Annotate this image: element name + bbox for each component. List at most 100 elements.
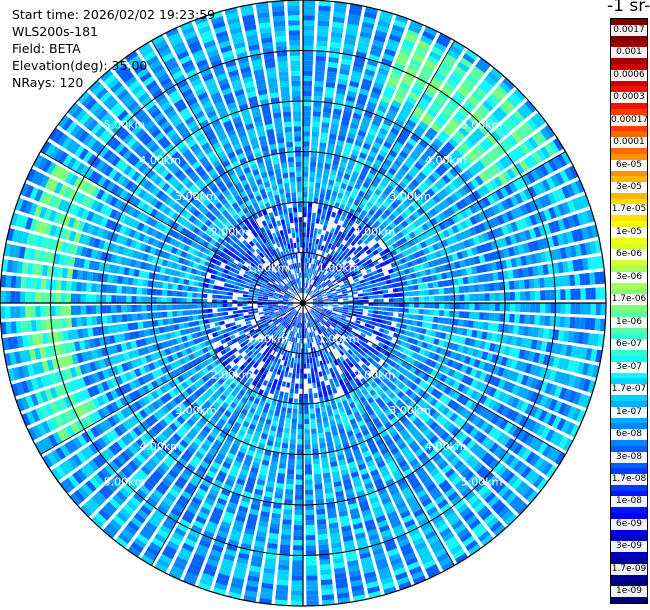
radial-bin bbox=[319, 339, 324, 345]
radial-bin bbox=[315, 377, 320, 383]
radial-bin bbox=[449, 334, 457, 342]
radial-bin bbox=[426, 385, 435, 394]
radial-bin bbox=[383, 294, 389, 298]
radial-bin bbox=[381, 333, 388, 340]
radial-bin bbox=[449, 44, 463, 56]
radial-bin bbox=[507, 246, 515, 257]
radial-bin bbox=[495, 106, 508, 119]
radial-bin bbox=[505, 117, 517, 129]
radial-bin bbox=[540, 340, 548, 352]
radial-bin bbox=[447, 491, 459, 502]
radial-bin bbox=[282, 514, 292, 520]
radial-bins-group bbox=[0, 0, 606, 606]
radial-bin bbox=[116, 295, 122, 303]
radial-bin bbox=[331, 322, 337, 327]
radial-bin bbox=[457, 61, 470, 73]
radial-bin bbox=[426, 55, 440, 66]
radial-bin bbox=[424, 303, 430, 309]
radial-bin bbox=[318, 0, 332, 7]
radial-bin bbox=[373, 306, 379, 311]
radial-bin bbox=[357, 41, 370, 49]
radial-bin bbox=[463, 258, 471, 267]
radial-bin bbox=[327, 184, 334, 191]
radial-bin bbox=[361, 388, 369, 396]
radial-bin bbox=[425, 329, 432, 336]
radial-bin bbox=[287, 356, 292, 363]
radial-bin bbox=[430, 252, 437, 260]
radial-bin bbox=[393, 307, 399, 312]
radial-bin bbox=[321, 291, 326, 295]
radial-bin bbox=[314, 276, 318, 281]
radial-bin bbox=[387, 268, 394, 274]
radial-bin bbox=[307, 207, 312, 213]
radial-bin bbox=[525, 338, 533, 349]
radial-bin bbox=[437, 317, 444, 324]
radial-bin bbox=[314, 282, 319, 288]
radial-bin bbox=[325, 335, 330, 341]
radial-bin bbox=[304, 464, 312, 470]
radial-bin bbox=[424, 26, 438, 36]
radial-bin bbox=[492, 401, 501, 412]
radial-bin bbox=[311, 126, 320, 133]
radial-bin bbox=[376, 154, 385, 163]
radial-bin bbox=[300, 323, 302, 329]
radial-bin bbox=[358, 296, 364, 300]
radial-bin bbox=[298, 398, 303, 405]
radial-bin bbox=[281, 442, 289, 449]
radial-bin bbox=[397, 318, 403, 323]
radial-bin bbox=[331, 279, 337, 284]
radial-bin bbox=[409, 383, 418, 391]
radial-bin bbox=[305, 343, 308, 349]
radial-bin bbox=[382, 451, 392, 460]
radial-bin bbox=[304, 413, 310, 420]
radial-bin bbox=[303, 40, 314, 46]
radial-bin bbox=[309, 403, 315, 409]
radial-bin bbox=[577, 377, 586, 391]
radial-bin bbox=[397, 313, 404, 318]
radial-bin bbox=[333, 342, 338, 348]
radial-bin bbox=[345, 284, 351, 289]
radial-bin bbox=[384, 209, 392, 217]
radial-bin bbox=[293, 519, 303, 526]
radial-bin bbox=[577, 258, 584, 271]
radial-bin bbox=[537, 238, 545, 250]
radial-bin bbox=[497, 271, 504, 281]
radial-bin bbox=[348, 355, 354, 362]
radial-bin bbox=[462, 319, 469, 328]
radial-bin bbox=[333, 252, 339, 258]
radial-bin bbox=[428, 449, 439, 459]
radial-bin bbox=[444, 141, 455, 152]
radial-bin bbox=[401, 128, 412, 137]
radial-bin bbox=[320, 569, 332, 576]
radial-bin bbox=[361, 315, 368, 320]
radial-bin bbox=[402, 313, 409, 319]
radial-bin bbox=[501, 510, 514, 523]
radial-bin bbox=[328, 304, 334, 306]
radial-bin bbox=[314, 312, 319, 317]
radial-bin bbox=[563, 167, 574, 181]
radial-bin bbox=[387, 316, 393, 321]
radial-bin bbox=[428, 289, 435, 295]
radial-bin bbox=[312, 304, 319, 306]
radial-bin bbox=[315, 60, 326, 67]
radial-bin bbox=[330, 361, 336, 368]
radial-bin bbox=[410, 326, 417, 332]
radial-bin bbox=[319, 442, 326, 449]
radial-bin bbox=[531, 133, 543, 147]
radial-bin bbox=[478, 57, 491, 70]
radial-bin bbox=[375, 335, 382, 342]
radial-bin bbox=[529, 214, 538, 226]
radial-bin bbox=[458, 187, 467, 197]
radial-bin bbox=[338, 187, 346, 195]
radial-bin bbox=[587, 333, 595, 346]
radial-bin bbox=[458, 286, 465, 294]
radial-bin bbox=[484, 293, 490, 301]
radial-bin bbox=[325, 314, 330, 318]
radial-bin bbox=[407, 400, 416, 409]
radial-bin bbox=[322, 269, 327, 275]
radial-bin bbox=[319, 289, 325, 293]
radial-bin bbox=[581, 362, 590, 376]
radial-bin bbox=[344, 241, 350, 248]
radial-bin bbox=[570, 181, 580, 195]
radial-bin bbox=[488, 387, 497, 398]
